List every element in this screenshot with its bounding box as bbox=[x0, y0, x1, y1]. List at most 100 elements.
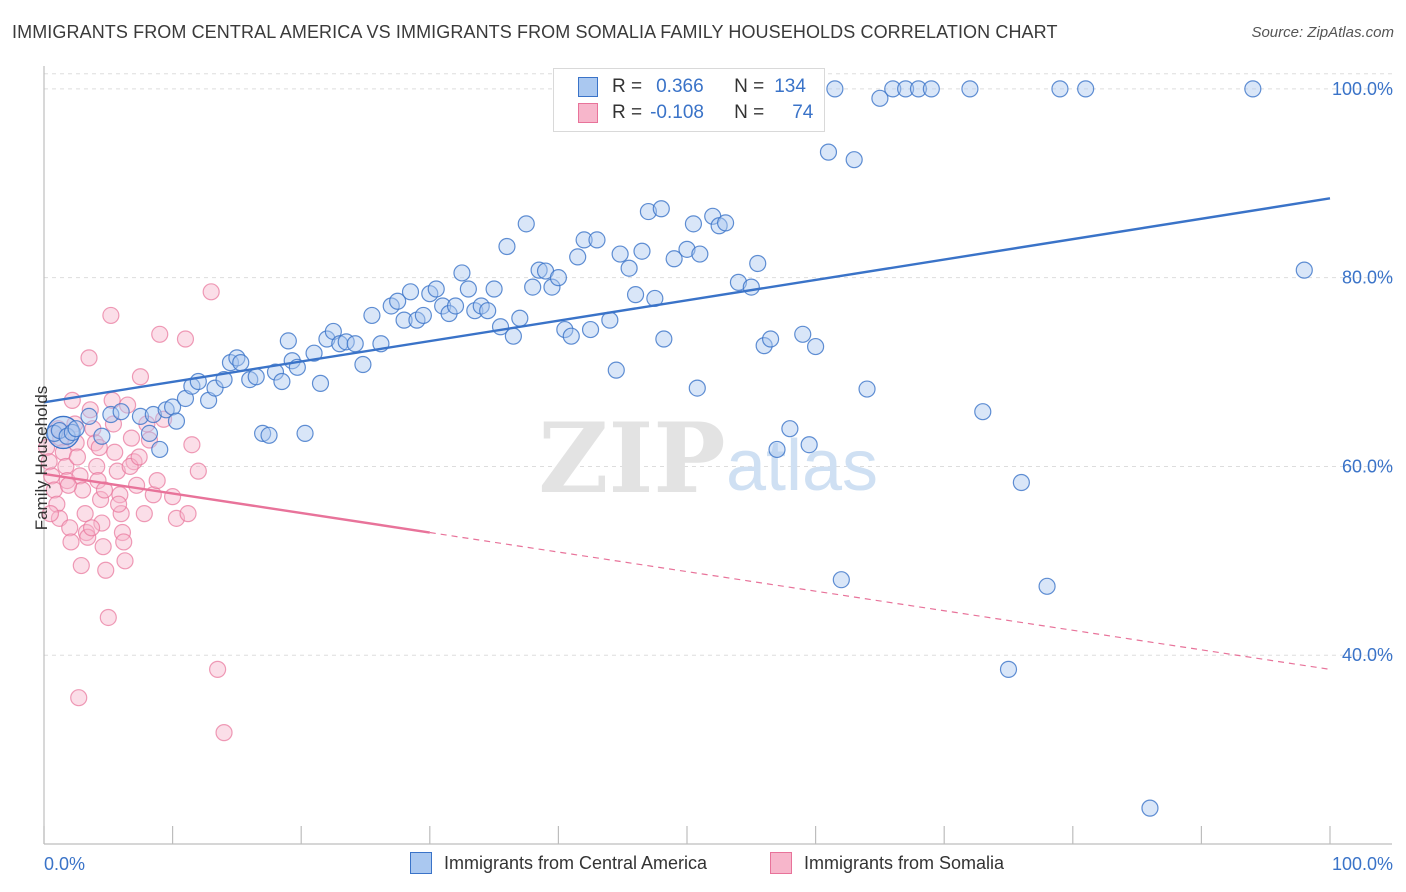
central-america-point bbox=[80, 407, 98, 426]
central-america-point bbox=[781, 420, 799, 438]
central-america-point bbox=[273, 372, 291, 391]
legend-label: Immigrants from Somalia bbox=[804, 852, 1005, 873]
central-america-point bbox=[884, 80, 902, 98]
central-america-point bbox=[588, 231, 606, 249]
somalia-point bbox=[202, 283, 220, 301]
central-america-point bbox=[742, 278, 760, 296]
central-america-point bbox=[511, 309, 529, 327]
central-america-point bbox=[961, 80, 979, 98]
pink-swatch bbox=[770, 852, 792, 874]
central-america-point bbox=[688, 379, 706, 397]
somalia-point bbox=[94, 538, 112, 556]
central-america-point bbox=[569, 248, 587, 266]
somalia-point bbox=[215, 724, 233, 742]
somalia-point bbox=[106, 443, 124, 461]
central-america-point bbox=[346, 335, 364, 353]
central-america-point bbox=[427, 280, 445, 298]
central-america-point bbox=[140, 424, 159, 443]
central-america-point bbox=[922, 80, 940, 98]
somalia-point bbox=[209, 660, 227, 678]
central-america-point bbox=[611, 245, 629, 263]
pink-swatch bbox=[578, 103, 598, 123]
legend-row-central-america: R = 0.366 N = 134 bbox=[578, 75, 806, 99]
somalia-point bbox=[176, 330, 195, 348]
central-america-point bbox=[716, 214, 735, 232]
central-america-point bbox=[897, 80, 915, 98]
central-america-point bbox=[498, 237, 516, 256]
central-america-point bbox=[974, 403, 992, 421]
central-america-point bbox=[254, 424, 272, 443]
central-america-point bbox=[581, 320, 600, 339]
central-america-point bbox=[311, 374, 330, 392]
central-america-point bbox=[131, 407, 150, 426]
central-america-point bbox=[167, 412, 186, 430]
central-america-point bbox=[1244, 80, 1262, 98]
n-label: N = bbox=[734, 76, 765, 97]
central-america-point bbox=[1295, 261, 1313, 279]
somalia-point bbox=[57, 457, 75, 476]
correlation-legend: R = 0.366 N = 134 R = -0.108 N = 74 bbox=[553, 68, 825, 132]
central-america-point bbox=[247, 368, 265, 386]
central-america-point bbox=[266, 363, 285, 381]
central-america-point bbox=[260, 426, 278, 444]
somalia-point bbox=[189, 462, 207, 480]
central-america-point bbox=[639, 202, 658, 221]
blue-swatch bbox=[578, 77, 598, 97]
central-america-point bbox=[524, 278, 542, 296]
somalia-point bbox=[130, 448, 148, 466]
watermark-atlas: atlas bbox=[726, 426, 878, 506]
somalia-point bbox=[164, 488, 182, 506]
central-america-point bbox=[1038, 577, 1056, 595]
r-value: 0.366 bbox=[656, 76, 704, 97]
y-axis-label: Family Households bbox=[32, 385, 51, 531]
central-america-point bbox=[652, 200, 670, 218]
central-america-point bbox=[562, 327, 580, 345]
central-america-point bbox=[67, 420, 85, 438]
central-america-point bbox=[389, 292, 407, 310]
central-america-point bbox=[363, 306, 381, 325]
somalia-point bbox=[183, 436, 201, 454]
somalia-point bbox=[121, 457, 139, 476]
central-america-point bbox=[826, 80, 844, 98]
legend-row-somalia: R = -0.108 N = 74 bbox=[578, 101, 813, 125]
somalia-point bbox=[122, 429, 141, 447]
central-america-points bbox=[45, 80, 1313, 817]
y-tick-label: 80.0% bbox=[1342, 268, 1393, 288]
central-america-point bbox=[633, 242, 651, 260]
central-america-point bbox=[755, 337, 773, 355]
legend-item-somalia: Immigrants from Somalia bbox=[770, 852, 1004, 874]
central-america-point bbox=[729, 273, 748, 291]
somalia-point bbox=[131, 368, 150, 386]
central-america-point bbox=[549, 269, 568, 287]
watermark-zip: ZIP bbox=[538, 402, 725, 515]
somalia-point bbox=[48, 495, 66, 513]
somalia-point bbox=[80, 349, 98, 367]
central-america-point bbox=[665, 250, 683, 268]
somalia-point bbox=[79, 528, 97, 546]
central-america-point bbox=[794, 325, 812, 343]
somalia-point bbox=[99, 608, 117, 627]
central-america-point bbox=[164, 398, 182, 416]
somalia-point bbox=[102, 306, 120, 325]
central-america-point bbox=[806, 337, 825, 356]
central-america-point bbox=[112, 403, 130, 421]
somalia-point bbox=[148, 471, 166, 490]
somalia-trend-line bbox=[43, 472, 430, 534]
trend-lines bbox=[43, 197, 1331, 670]
central-america-point bbox=[749, 254, 767, 273]
central-america-point bbox=[232, 354, 250, 372]
n-label: N = bbox=[734, 102, 765, 123]
somalia-point bbox=[151, 325, 169, 343]
central-america-point bbox=[607, 361, 625, 379]
central-america-point bbox=[845, 151, 863, 169]
central-america-point bbox=[1051, 80, 1069, 98]
central-america-point bbox=[909, 80, 928, 98]
somalia-point bbox=[81, 401, 99, 419]
central-america-point bbox=[530, 261, 548, 279]
somalia-point bbox=[68, 448, 87, 466]
somalia-point bbox=[127, 476, 146, 494]
central-america-point bbox=[279, 332, 297, 350]
central-america-point bbox=[620, 259, 638, 277]
central-america-point bbox=[395, 311, 413, 329]
somalia-point bbox=[108, 462, 126, 480]
